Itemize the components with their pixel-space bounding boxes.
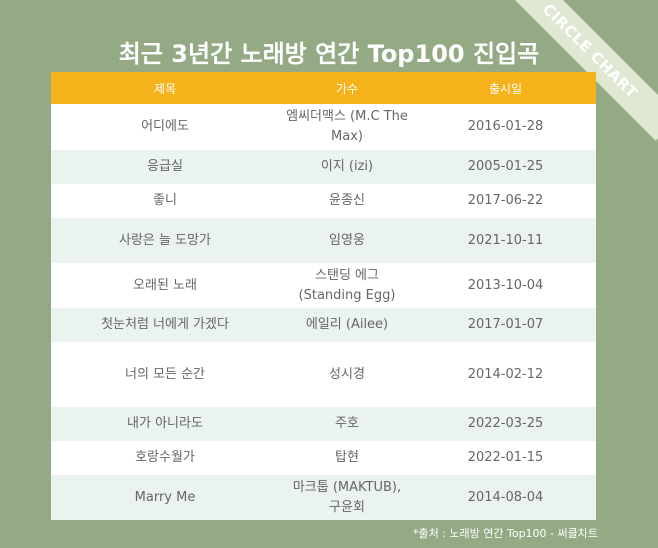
song-release-date: 2022-01-15 xyxy=(415,441,596,475)
song-release-date: 2005-01-25 xyxy=(415,150,596,184)
song-release-date: 2017-06-22 xyxy=(415,184,596,218)
song-artist: 성시경 xyxy=(279,342,415,407)
song-artist: 스탠딩 에그(Standing Egg) xyxy=(279,263,415,308)
table-row: 너의 모든 순간 성시경 2014-02-12 xyxy=(51,342,596,407)
table-row: 좋니 윤종신 2017-06-22 xyxy=(51,184,596,218)
song-title: 호랑수월가 xyxy=(51,441,279,475)
song-artist: 임영웅 xyxy=(279,218,415,263)
table-row: Marry Me 마크툽 (MAKTUB), 구윤회 2014-08-04 xyxy=(51,475,596,520)
song-title: 오래된 노래 xyxy=(51,263,279,308)
top100-table: 제목 가수 출시일 어디에도 엠씨더맥스 (M.C The Max) 2016-… xyxy=(51,72,596,520)
song-title: 너의 모든 순간 xyxy=(51,342,279,407)
song-artist: 이지 (izi) xyxy=(279,150,415,184)
song-release-date: 2014-02-12 xyxy=(415,342,596,407)
song-release-date: 2017-01-07 xyxy=(415,308,596,342)
table-row: 응급실 이지 (izi) 2005-01-25 xyxy=(51,150,596,184)
header-title: 제목 xyxy=(51,72,279,104)
song-title: 첫눈처럼 너에게 가겠다 xyxy=(51,308,279,342)
table-row: 어디에도 엠씨더맥스 (M.C The Max) 2016-01-28 xyxy=(51,104,596,150)
song-title: Marry Me xyxy=(51,475,279,520)
song-title: 사랑은 늘 도망가 xyxy=(51,218,279,263)
song-title: 어디에도 xyxy=(51,104,279,150)
song-title: 좋니 xyxy=(51,184,279,218)
song-artist: 주호 xyxy=(279,407,415,441)
song-title: 내가 아니라도 xyxy=(51,407,279,441)
song-release-date: 2022-03-25 xyxy=(415,407,596,441)
song-release-date: 2014-08-04 xyxy=(415,475,596,520)
song-artist: 엠씨더맥스 (M.C The Max) xyxy=(279,104,415,150)
page-title: 최근 3년간 노래방 연간 Top100 진입곡 xyxy=(118,40,540,68)
table-row: 사랑은 늘 도망가 임영웅 2021-10-11 xyxy=(51,218,596,263)
song-release-date: 2016-01-28 xyxy=(415,104,596,150)
song-title: 응급실 xyxy=(51,150,279,184)
song-artist: 에일리 (Ailee) xyxy=(279,308,415,342)
table-row: 첫눈처럼 너에게 가겠다 에일리 (Ailee) 2017-01-07 xyxy=(51,308,596,342)
table-row: 호랑수월가 탑현 2022-01-15 xyxy=(51,441,596,475)
song-artist: 윤종신 xyxy=(279,184,415,218)
song-release-date: 2021-10-11 xyxy=(415,218,596,263)
header-release-date: 출시일 xyxy=(415,72,596,104)
song-artist: 탑현 xyxy=(279,441,415,475)
header-artist: 가수 xyxy=(279,72,415,104)
table-row: 내가 아니라도 주호 2022-03-25 xyxy=(51,407,596,441)
table-header-row: 제목 가수 출시일 xyxy=(51,72,596,104)
source-note: *출처 : 노래방 연간 Top100 - 써클차트 xyxy=(412,527,598,540)
table-row: 오래된 노래 스탠딩 에그(Standing Egg) 2013-10-04 xyxy=(51,263,596,308)
song-release-date: 2013-10-04 xyxy=(415,263,596,308)
song-artist: 마크툽 (MAKTUB), 구윤회 xyxy=(279,475,415,520)
